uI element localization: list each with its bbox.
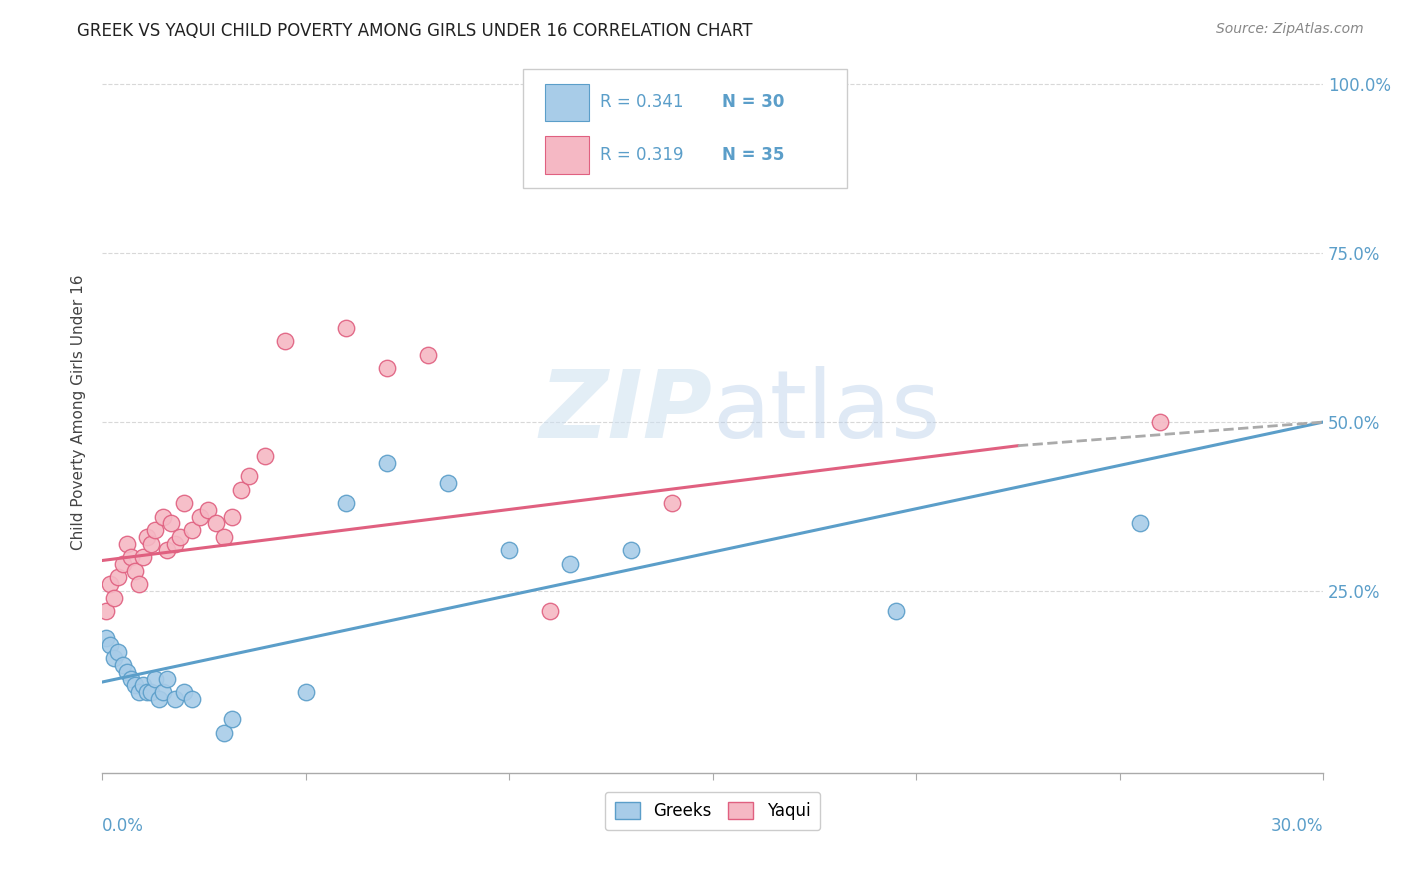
Point [132,550,155,565]
Point [375,361,398,376]
Point [375,456,398,470]
Point [205,516,228,531]
Point [132,678,155,692]
Point [111,658,134,673]
Point [188,509,211,524]
Legend: Greeks, Yaqui: Greeks, Yaqui [605,792,820,830]
Text: 30.0%: 30.0% [1271,816,1323,835]
Point [136,530,159,544]
Point [1129,516,1152,531]
Point [165,536,187,550]
Point [96,604,118,618]
Point [229,483,252,497]
Point [160,516,183,531]
Point [152,509,174,524]
Point [180,523,202,537]
Point [180,692,202,706]
Point [115,536,138,550]
Y-axis label: Child Poverty Among Girls Under 16: Child Poverty Among Girls Under 16 [72,274,86,549]
Text: 0.0%: 0.0% [103,816,143,835]
Point [143,523,166,537]
Text: R = 0.319: R = 0.319 [600,145,683,164]
Point [884,604,907,618]
Point [124,564,146,578]
Point [165,692,187,706]
Point [1149,415,1171,429]
Point [156,672,179,686]
Text: ZIP: ZIP [540,366,713,458]
Point [139,685,162,699]
Point [294,685,316,699]
Point [136,685,159,699]
Point [128,577,150,591]
Point [98,577,121,591]
Point [197,503,219,517]
Point [111,557,134,571]
Point [221,712,243,726]
Text: N = 35: N = 35 [723,145,785,164]
Point [115,665,138,679]
Point [214,530,236,544]
FancyBboxPatch shape [546,84,589,121]
Text: atlas: atlas [713,366,941,458]
Point [221,509,243,524]
Text: GREEK VS YAQUI CHILD POVERTY AMONG GIRLS UNDER 16 CORRELATION CHART: GREEK VS YAQUI CHILD POVERTY AMONG GIRLS… [77,22,752,40]
Point [661,496,683,510]
Point [173,685,195,699]
Point [124,678,146,692]
Text: R = 0.341: R = 0.341 [600,94,683,112]
Point [253,449,276,463]
Text: Source: ZipAtlas.com: Source: ZipAtlas.com [1216,22,1364,37]
Point [107,645,129,659]
Point [139,536,162,550]
FancyBboxPatch shape [523,69,846,188]
Point [169,530,191,544]
Point [238,469,260,483]
Point [173,496,195,510]
Point [416,347,439,361]
Point [437,475,460,490]
Point [560,557,582,571]
Point [120,672,142,686]
Point [335,320,357,334]
Point [335,496,357,510]
Point [120,550,142,565]
Point [214,725,236,739]
Point [103,651,125,665]
Point [620,543,643,558]
Point [143,672,166,686]
Point [498,543,520,558]
Point [107,570,129,584]
Point [538,604,561,618]
Point [148,692,170,706]
Point [103,591,125,605]
Point [274,334,297,348]
Point [152,685,174,699]
FancyBboxPatch shape [546,136,589,174]
Point [98,638,121,652]
Point [128,685,150,699]
Text: N = 30: N = 30 [723,94,785,112]
Point [96,631,118,645]
Point [156,543,179,558]
